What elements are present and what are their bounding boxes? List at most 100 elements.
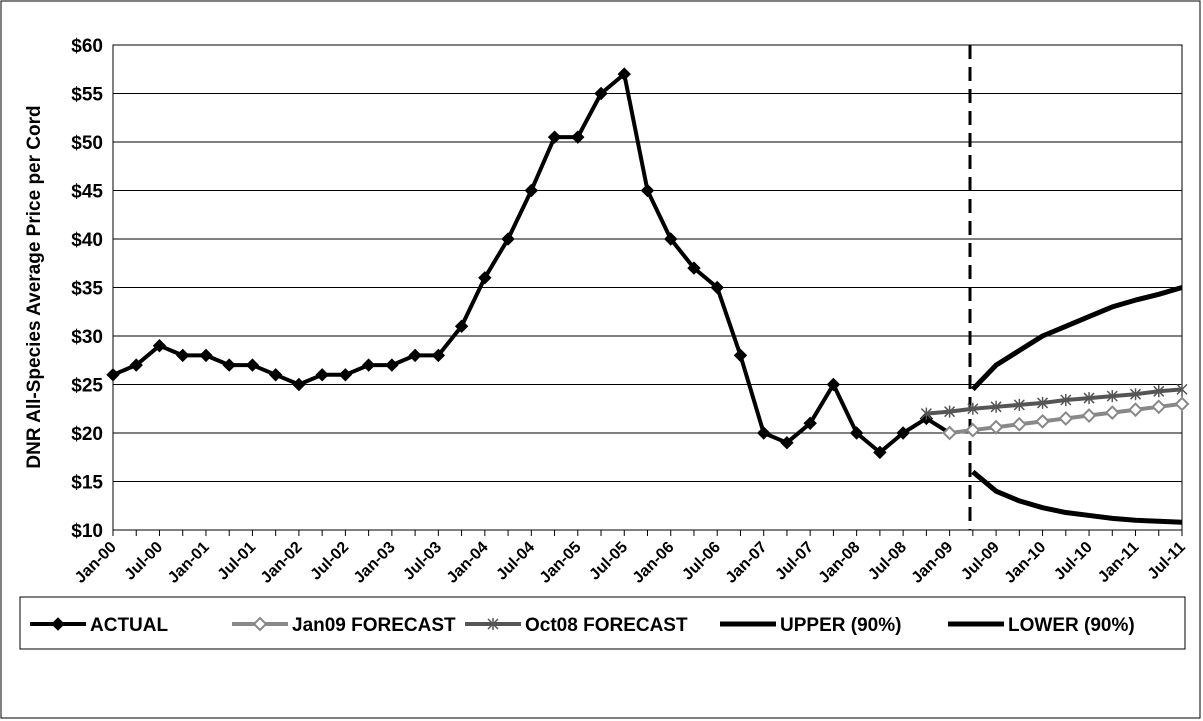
x-tick-label: Jul-04 xyxy=(493,539,538,584)
y-tick-label: $20 xyxy=(71,424,103,445)
y-tick-label: $55 xyxy=(71,85,103,106)
x-tick-label: Jan-01 xyxy=(165,539,213,587)
point xyxy=(338,368,353,382)
point xyxy=(780,435,794,450)
point xyxy=(849,426,864,440)
point xyxy=(733,348,748,363)
series-line xyxy=(971,285,1183,392)
legend-label: LOWER (90%) xyxy=(1008,615,1135,636)
x-tick-label: Jan-10 xyxy=(1002,539,1050,587)
point xyxy=(1011,416,1027,432)
point xyxy=(664,232,678,246)
point xyxy=(1104,405,1120,421)
point xyxy=(1013,398,1025,411)
legend-marker xyxy=(487,618,499,630)
y-axis-label: DNR All-Species Average Price per Cord xyxy=(24,105,45,468)
y-tick-label: $15 xyxy=(71,473,103,494)
point xyxy=(1058,411,1074,426)
x-tick-label: Jan-05 xyxy=(537,539,585,587)
x-tick-label: Jul-08 xyxy=(865,539,910,584)
y-tick-label: $35 xyxy=(71,279,103,300)
point xyxy=(990,400,1002,413)
point xyxy=(268,368,283,382)
point xyxy=(524,183,539,198)
point xyxy=(687,261,701,275)
point xyxy=(222,358,236,372)
x-tick-label: Jan-04 xyxy=(444,539,492,587)
legend-marker xyxy=(51,617,65,631)
series-line xyxy=(926,387,1183,416)
point xyxy=(292,377,306,392)
point xyxy=(710,280,724,295)
x-tick-label: Jan-06 xyxy=(630,539,678,587)
x-tick-label: Jul-07 xyxy=(772,539,817,584)
point xyxy=(106,368,120,382)
legend-marker xyxy=(252,616,268,632)
point xyxy=(361,358,376,372)
y-tick-label: $25 xyxy=(71,376,103,397)
series-line xyxy=(971,469,1183,525)
legend-box xyxy=(19,596,1186,650)
series-line xyxy=(112,72,951,455)
legend-item: LOWER (90%) xyxy=(948,615,1135,636)
point xyxy=(315,368,329,382)
legend-label: UPPER (90%) xyxy=(780,615,901,636)
point xyxy=(454,319,469,334)
point xyxy=(1083,392,1095,405)
point xyxy=(1174,396,1190,412)
x-tick-label: Jul-00 xyxy=(122,539,167,584)
point xyxy=(431,348,446,363)
point xyxy=(176,348,190,363)
x-tick-label: Jul-06 xyxy=(679,539,724,584)
point xyxy=(594,86,608,101)
point xyxy=(965,422,981,438)
point xyxy=(547,130,562,144)
legend-label: ACTUAL xyxy=(90,615,168,636)
point xyxy=(1106,390,1118,403)
point xyxy=(385,358,399,372)
legend-item: Jan09 FORECAST xyxy=(232,615,456,636)
point xyxy=(1035,413,1050,429)
x-tick-label: Jul-05 xyxy=(586,539,631,584)
y-tick-label: $50 xyxy=(71,133,103,154)
x-tick-label: Jan-00 xyxy=(72,539,120,587)
point xyxy=(152,338,167,353)
x-tick-label: Jul-01 xyxy=(215,539,260,584)
point xyxy=(944,405,956,418)
point xyxy=(942,425,958,441)
point xyxy=(920,407,932,420)
x-tick-label: Jul-03 xyxy=(400,539,445,584)
x-tick-label: Jan-03 xyxy=(351,539,399,587)
point xyxy=(1176,383,1188,396)
point xyxy=(571,130,585,144)
point xyxy=(199,348,213,363)
point xyxy=(408,348,422,363)
y-tick-label: $40 xyxy=(71,230,103,251)
point xyxy=(640,183,655,198)
x-tick-label: Jul-09 xyxy=(958,539,1003,584)
point xyxy=(1153,385,1165,398)
y-tick-label: $45 xyxy=(71,182,103,203)
point xyxy=(1128,402,1143,418)
point xyxy=(826,377,841,392)
x-tick-label: Jan-07 xyxy=(723,539,771,587)
legend-item: UPPER (90%) xyxy=(720,615,901,636)
point xyxy=(967,402,979,415)
legend-label: Jan09 FORECAST xyxy=(292,615,456,636)
point xyxy=(1081,408,1097,423)
x-tick-label: Jan-09 xyxy=(909,539,957,587)
legend-label: Oct08 FORECAST xyxy=(525,615,688,636)
point xyxy=(245,358,260,372)
point xyxy=(501,232,515,246)
point xyxy=(1129,388,1142,401)
x-tick-label: Jan-02 xyxy=(258,539,306,587)
point xyxy=(896,426,910,440)
point xyxy=(1060,394,1072,407)
point xyxy=(617,67,631,81)
point xyxy=(1037,396,1049,409)
x-tick-label: Jan-11 xyxy=(1095,539,1142,586)
point xyxy=(988,419,1004,435)
point xyxy=(1151,399,1167,415)
